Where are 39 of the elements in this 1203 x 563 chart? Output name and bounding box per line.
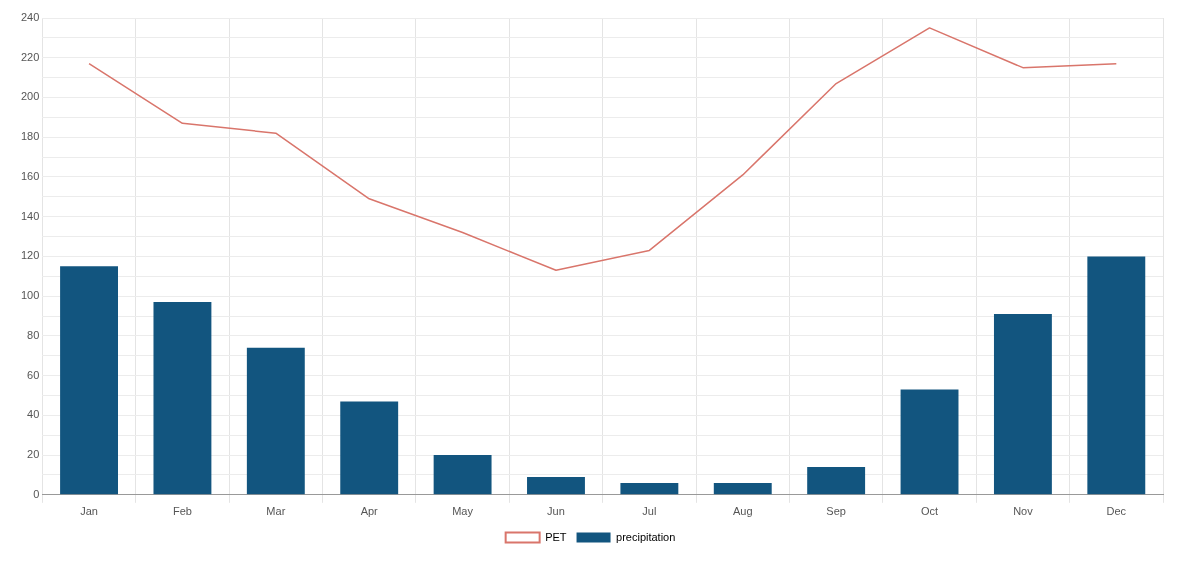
y-tick-label: 100	[20, 289, 40, 302]
bar	[1087, 256, 1146, 495]
y-tick-label: 80	[27, 328, 40, 341]
y-tick-label: 180	[20, 130, 40, 143]
x-tick-label: Jan	[80, 505, 98, 518]
y-tick-label: 60	[27, 368, 40, 381]
x-tick-label: Aug	[732, 505, 753, 518]
y-tick-label: 0	[33, 487, 40, 500]
bar	[620, 482, 679, 495]
legend-label: PET	[545, 530, 567, 543]
bar	[900, 389, 959, 495]
bar	[153, 302, 212, 495]
legend-label: precipitation	[616, 530, 676, 543]
y-tick-label: 40	[27, 408, 40, 421]
bar	[807, 466, 866, 495]
x-tick-label: Jun	[547, 505, 565, 518]
x-tick-label: Sep	[826, 505, 846, 518]
bar	[993, 314, 1052, 495]
bar	[60, 266, 118, 495]
bar	[246, 347, 305, 495]
x-tick-label: Dec	[1106, 505, 1127, 518]
y-tick-label: 20	[27, 448, 40, 461]
y-tick-label: 220	[20, 50, 40, 63]
x-tick-label: May	[452, 505, 474, 518]
bar	[527, 476, 585, 495]
y-tick-label: 160	[20, 169, 40, 182]
y-tick-label: 240	[20, 11, 40, 24]
y-tick-label: 140	[20, 209, 40, 222]
bar	[340, 401, 399, 495]
bar	[433, 455, 492, 495]
y-tick-label: 120	[20, 249, 40, 262]
x-tick-label: Feb	[172, 505, 192, 518]
bar	[713, 482, 772, 495]
y-tick-label: 200	[20, 90, 40, 103]
x-tick-label: Nov	[1013, 505, 1034, 518]
x-tick-label: Oct	[920, 505, 939, 518]
x-tick-label: Jul	[642, 505, 657, 518]
x-tick-label: Mar	[266, 505, 286, 518]
x-tick-label: Apr	[360, 505, 379, 518]
